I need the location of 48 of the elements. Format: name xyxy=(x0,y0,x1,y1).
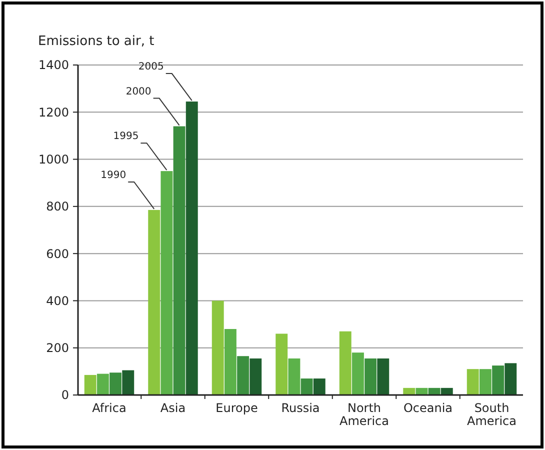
bar xyxy=(403,388,416,395)
bar xyxy=(492,366,504,395)
text: 2000 xyxy=(126,86,152,98)
bar xyxy=(364,358,377,395)
bar xyxy=(300,378,313,395)
y-tick-label: 200 xyxy=(46,341,69,356)
bar xyxy=(466,369,479,395)
y-tick-label: 800 xyxy=(46,200,69,214)
y-tick-label: 0 xyxy=(61,388,69,402)
x-tick-label: Oceania xyxy=(403,401,453,415)
bar xyxy=(173,126,186,395)
y-tick-label: 400 xyxy=(46,294,69,308)
bar xyxy=(276,334,288,395)
bar xyxy=(352,352,364,395)
x-tick-label: North America xyxy=(340,401,390,428)
bar xyxy=(96,374,109,395)
y-tick-label: 1000 xyxy=(38,152,69,166)
x-tick-label: Africa xyxy=(92,401,126,415)
bar xyxy=(377,358,390,395)
bar xyxy=(148,210,160,395)
text: 2005 xyxy=(138,62,164,73)
bar xyxy=(224,329,236,395)
bar xyxy=(416,388,428,395)
y-tick-label: 1200 xyxy=(38,105,69,120)
bar xyxy=(186,102,198,395)
bar xyxy=(212,300,224,395)
x-tick-label: South America xyxy=(467,401,517,428)
bar xyxy=(440,388,453,395)
bar xyxy=(160,171,173,395)
y-axis-title: Emissions to air, t xyxy=(38,34,154,49)
y-tick-label: 600 xyxy=(46,246,69,261)
bar xyxy=(479,369,492,395)
x-tick-label: Asia xyxy=(160,401,186,415)
bar xyxy=(288,358,300,395)
bar xyxy=(313,378,326,395)
bar xyxy=(428,388,440,395)
text: 1995 xyxy=(113,131,139,142)
bar xyxy=(110,372,122,395)
bar xyxy=(339,331,352,395)
bar xyxy=(250,358,262,395)
x-tick-label: Russia xyxy=(281,401,320,415)
bar xyxy=(122,370,134,395)
y-tick-label: 1400 xyxy=(38,58,69,72)
text: 1990 xyxy=(100,170,126,181)
x-tick-label: Europe xyxy=(216,401,258,415)
bar xyxy=(237,356,250,395)
bar xyxy=(84,374,96,395)
bar xyxy=(504,363,517,395)
